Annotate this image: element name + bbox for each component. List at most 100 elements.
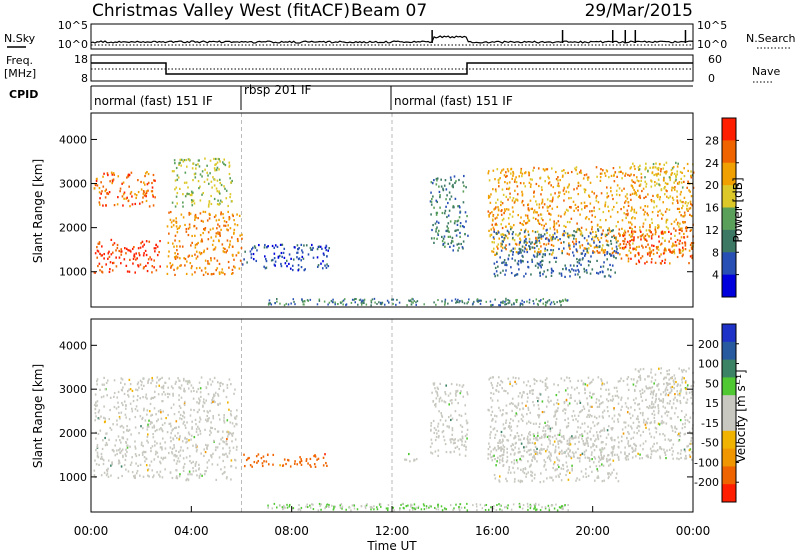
echo-cell-6 (539, 481, 542, 484)
echo-cell-6 (686, 208, 688, 212)
echo-cell-3 (191, 201, 193, 204)
echo-cell-6 (615, 201, 618, 204)
echo-cell-6 (678, 225, 680, 228)
echo-cell-0 (139, 397, 142, 400)
echo-cell-6 (521, 222, 523, 226)
echo-cell-3 (173, 170, 175, 173)
echo-cell-2 (184, 223, 186, 227)
echo-cell-5 (681, 427, 684, 430)
echo-cell-7 (578, 270, 580, 273)
scatter-cell (529, 505, 532, 508)
echo-cell-3 (220, 183, 223, 187)
echo-cell-1 (173, 413, 176, 416)
echo-cell-5 (496, 382, 499, 385)
echo-cell-5 (583, 453, 586, 456)
echo-cell-2 (223, 273, 226, 276)
echo-cell-0 (118, 449, 120, 452)
echo-cell-2 (171, 263, 174, 266)
echo-cell-6 (545, 222, 547, 225)
echo-cell-5 (491, 419, 493, 422)
echo-cell-0 (131, 247, 134, 251)
echo-cell-6 (600, 236, 603, 240)
echo-cell-0 (139, 463, 142, 466)
echo-cell-2 (170, 221, 173, 224)
echo-cell-5 (533, 382, 536, 385)
scatter-cell (283, 304, 286, 307)
echo-cell-0 (122, 454, 124, 457)
scatter-cell (400, 503, 402, 506)
echo-cell-7 (607, 229, 609, 232)
echo-cell-4 (458, 448, 461, 451)
echo-cell-0 (104, 388, 107, 391)
echo-cell-3 (192, 191, 194, 194)
echo-cell-4 (281, 255, 283, 258)
scatter-cell (425, 507, 428, 510)
echo-cell-7 (571, 234, 574, 237)
echo-cell-5 (488, 378, 491, 381)
echo-cell-0 (158, 473, 160, 476)
echo-cell-5 (521, 413, 523, 416)
echo-cell-0 (141, 451, 144, 454)
scatter-cell (417, 505, 420, 508)
echo-cell-0 (110, 474, 112, 477)
echo-cell-7 (548, 253, 551, 256)
echo-cell-7 (550, 267, 553, 270)
echo-cell-6 (603, 251, 606, 254)
echo-cell-0 (129, 445, 131, 448)
scatter-cell (326, 504, 329, 507)
echo-cell-6 (672, 242, 674, 245)
echo-cell-6 (595, 199, 598, 202)
echo-cell-6 (549, 227, 552, 230)
echo-cell-7 (537, 266, 539, 269)
echo-cell-3 (188, 158, 191, 161)
echo-cell-5 (557, 407, 559, 410)
echo-cell-5 (519, 408, 521, 411)
echo-cell-6 (536, 239, 539, 242)
echo-cell-7 (658, 367, 660, 370)
echo-cell-4 (431, 391, 433, 394)
echo-cell-0 (118, 415, 121, 419)
echo-cell-7 (540, 235, 543, 238)
echo-cell-6 (639, 229, 641, 232)
echo-cell-4 (464, 454, 467, 457)
echo-cell-3 (409, 460, 411, 463)
echo-cell-1 (183, 387, 186, 390)
echo-cell-5 (569, 380, 572, 383)
echo-cell-1 (152, 204, 155, 207)
echo-cell-0 (146, 469, 149, 472)
echo-cell-0 (136, 469, 139, 473)
echo-cell-0 (151, 421, 153, 424)
echo-cell-7 (548, 239, 550, 243)
echo-cell-7 (544, 237, 547, 240)
scatter-cell (560, 304, 562, 307)
echo-cell-5 (506, 451, 509, 454)
echo-cell-5 (443, 184, 446, 187)
echo-cell-7 (529, 247, 531, 251)
echo-cell-6 (500, 209, 503, 213)
echo-cell-6 (654, 166, 657, 169)
echo-cell-7 (540, 233, 542, 237)
echo-cell-1 (161, 437, 164, 440)
echo-cell-5 (537, 404, 540, 407)
echo-cell-5 (498, 458, 501, 461)
echo-cell-4 (325, 248, 328, 252)
echo-cell-3 (215, 168, 218, 171)
echo-cell-3 (193, 173, 196, 176)
echo-cell-5 (568, 438, 571, 441)
echo-cell-6 (573, 188, 575, 191)
cpid-row: CPID normal (fast) 151 IF rbsp 201 IF no… (9, 83, 693, 110)
scatter-cell (378, 503, 381, 506)
echo-cell-7 (519, 241, 522, 244)
echo-cell-0 (137, 464, 139, 468)
echo-cell-4 (455, 390, 458, 394)
echo-cell-6 (690, 174, 692, 177)
echo-cell-2 (204, 271, 207, 274)
echo-cell-6 (554, 445, 557, 448)
echo-cell-6 (590, 453, 593, 456)
echo-cell-7 (590, 255, 592, 258)
echo-cell-0 (124, 458, 127, 462)
echo-cell-4 (466, 421, 469, 424)
echo-cell-0 (160, 411, 162, 414)
echo-cell-0 (117, 405, 120, 409)
echo-cell-1 (117, 175, 120, 178)
